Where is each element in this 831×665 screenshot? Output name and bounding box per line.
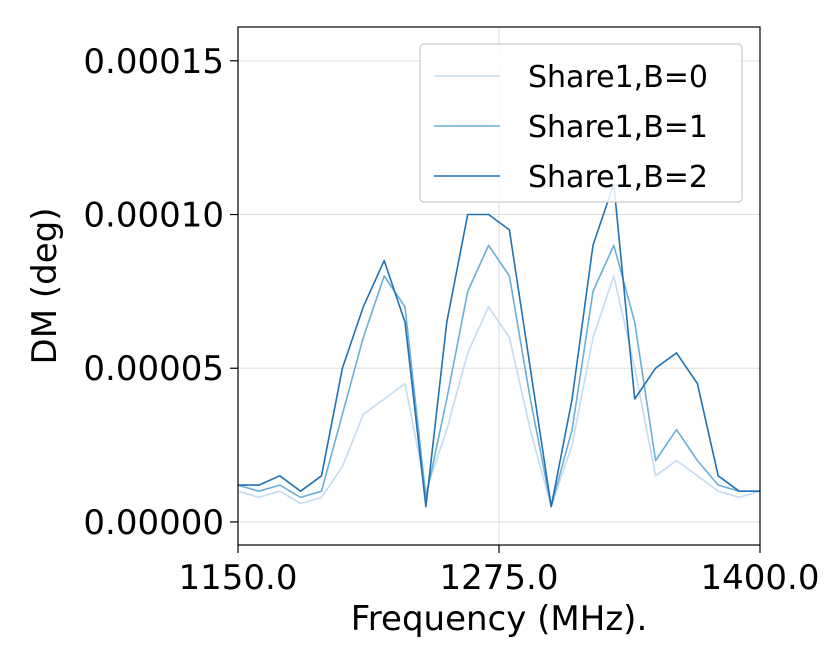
y-tick-label: 0.00010 <box>83 196 224 236</box>
ticks: 1150.0 1275.0 1400.0 0.00000 0.00005 0.00010 0… <box>83 42 819 598</box>
x-tick-label: 1150.0 <box>179 558 298 598</box>
legend-label-3: Share1,B=2 <box>528 160 708 195</box>
series-line-3 <box>238 183 760 508</box>
x-tick-label: 1400.0 <box>701 558 820 598</box>
y-tick-label: 0.00000 <box>83 503 224 543</box>
series-layer <box>237 183 761 508</box>
y-tick-label: 0.00015 <box>83 42 224 82</box>
legend-label-2: Share1,B=1 <box>528 110 708 145</box>
y-tick-label: 0.00005 <box>83 349 224 389</box>
x-axis-label: Frequency (MHz). <box>351 599 648 639</box>
series-line-2 <box>237 244 760 508</box>
legend-box <box>419 43 743 203</box>
legend: Share1,B=0 Share1,B=1 Share1,B=2 <box>419 43 743 203</box>
legend-label-1: Share1,B=0 <box>528 60 708 95</box>
series-line-1 <box>237 275 761 508</box>
y-axis-label: DM (deg) <box>25 208 65 365</box>
x-tick-label: 1275.0 <box>440 558 559 598</box>
